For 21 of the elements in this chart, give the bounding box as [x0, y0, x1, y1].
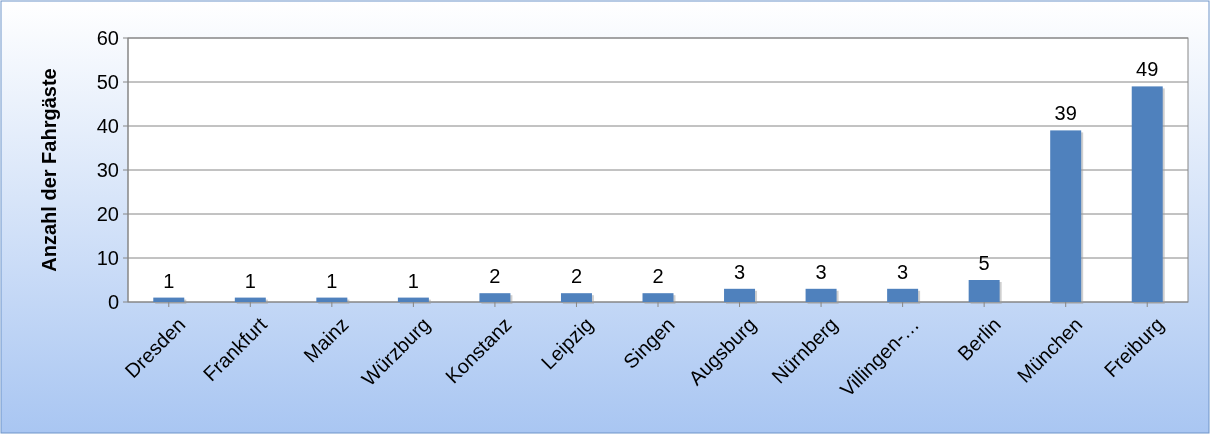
data-label: 2 — [570, 265, 583, 288]
data-label: 1 — [326, 269, 338, 292]
data-label: 2 — [652, 265, 664, 288]
data-label: 5 — [978, 252, 990, 274]
y-tick-label: 50 — [96, 71, 119, 93]
data-label: 3 — [733, 260, 746, 283]
y-tick-label: 20 — [96, 203, 119, 225]
y-axis-title: Anzahl der Fahrgäste — [38, 68, 60, 272]
data-label: 3 — [897, 260, 909, 283]
data-label: 2 — [489, 265, 501, 288]
data-label: 49 — [1136, 58, 1159, 81]
data-label: 1 — [244, 269, 256, 292]
y-tick-label: 30 — [96, 159, 119, 181]
data-label: 1 — [407, 269, 419, 292]
data-label: 39 — [1054, 102, 1077, 125]
data-label: 3 — [815, 260, 827, 283]
y-tick-label: 0 — [107, 291, 119, 313]
data-label: 1 — [163, 269, 175, 292]
y-tick-label: 10 — [96, 247, 119, 269]
y-tick-label: 40 — [96, 115, 119, 137]
y-tick-label: 60 — [96, 27, 119, 49]
